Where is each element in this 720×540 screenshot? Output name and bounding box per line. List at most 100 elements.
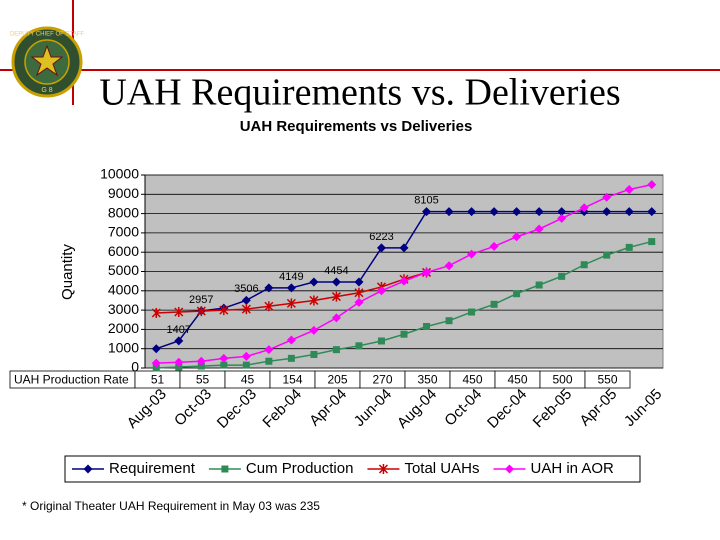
x-tick-label: Jun-04 [351,386,395,430]
marker [265,357,273,365]
y-tick-label: 0 [131,359,139,375]
marker [444,207,454,217]
table-value: 450 [462,373,482,387]
marker [602,192,612,202]
y-tick-label: 6000 [108,243,139,259]
marker [603,251,611,259]
y-tick-label: 10000 [100,166,139,182]
marker [151,307,161,318]
marker [535,281,543,289]
marker [648,238,656,246]
marker [489,207,499,217]
legend-label: Total UAHs [404,460,479,477]
marker [580,261,588,269]
marker [242,361,250,369]
marker [624,184,634,194]
data-label: 8105 [414,194,438,206]
marker [174,357,184,367]
marker [399,243,409,253]
y-tick-label: 4000 [108,282,139,298]
marker [557,213,567,223]
marker [174,307,184,318]
marker [286,298,296,309]
marker [151,358,161,368]
marker [376,243,386,253]
slide-title: UAH Requirements vs. Deliveries [99,72,620,114]
marker [196,306,206,317]
marker [400,330,408,338]
marker [558,272,566,280]
marker [647,207,657,217]
marker [355,342,363,350]
marker [354,287,364,298]
legend-label: UAH in AOR [530,460,614,477]
marker [624,207,634,217]
marker [512,207,522,217]
marker [309,277,319,287]
marker [221,465,229,473]
marker [219,305,229,316]
marker [196,356,206,366]
marker [174,336,184,346]
marker [241,304,251,315]
marker [241,351,251,361]
data-label: 4454 [324,265,348,277]
marker [378,464,388,474]
data-label: 4149 [279,271,303,283]
marker [197,362,205,370]
logo: DEPUTY CHIEF OF STAFF G 8 [10,26,84,98]
table-value: 450 [507,373,527,387]
table-label: UAH Production Rate [14,373,129,387]
marker [286,335,296,345]
marker [309,325,319,335]
table-value: 51 [151,373,165,387]
marker [467,207,477,217]
marker [422,267,432,277]
marker [310,350,318,358]
table-cell [584,370,631,389]
marker [445,317,453,325]
marker [490,300,498,308]
x-tick-label: Oct-04 [441,386,485,430]
marker [602,207,612,217]
marker [287,354,295,362]
marker [625,243,633,251]
y-tick-label: 9000 [108,185,139,201]
marker [444,261,454,271]
marker [331,291,341,302]
marker [377,337,385,345]
marker [175,363,183,371]
marker [332,346,340,354]
x-tick-label: Feb-05 [530,386,576,432]
marker [489,241,499,251]
marker [423,323,431,331]
x-tick-label: Jun-05 [621,386,665,430]
marker [579,203,589,213]
y-tick-label: 7000 [108,224,139,240]
marker [534,207,544,217]
marker [219,353,229,363]
y-tick-label: 2000 [108,320,139,336]
x-tick-label: Apr-04 [306,386,350,430]
logo-text: DEPUTY CHIEF OF STAFF [10,32,84,38]
marker [354,277,364,287]
x-tick-label: Apr-05 [576,386,620,430]
marker [354,297,364,307]
marker [264,283,274,293]
marker [557,207,567,217]
marker [534,224,544,234]
legend-label: Cum Production [246,460,354,477]
table-value: 500 [552,373,572,387]
marker [399,276,409,286]
x-tick-label: Feb-04 [259,386,305,432]
marker [467,249,477,259]
marker [151,344,161,354]
marker [286,283,296,293]
marker [331,277,341,287]
marker [309,295,319,306]
marker [512,232,522,242]
marker [504,464,514,474]
marker [152,364,160,372]
data-label: 3506 [234,283,258,295]
y-tick-label: 3000 [108,301,139,317]
